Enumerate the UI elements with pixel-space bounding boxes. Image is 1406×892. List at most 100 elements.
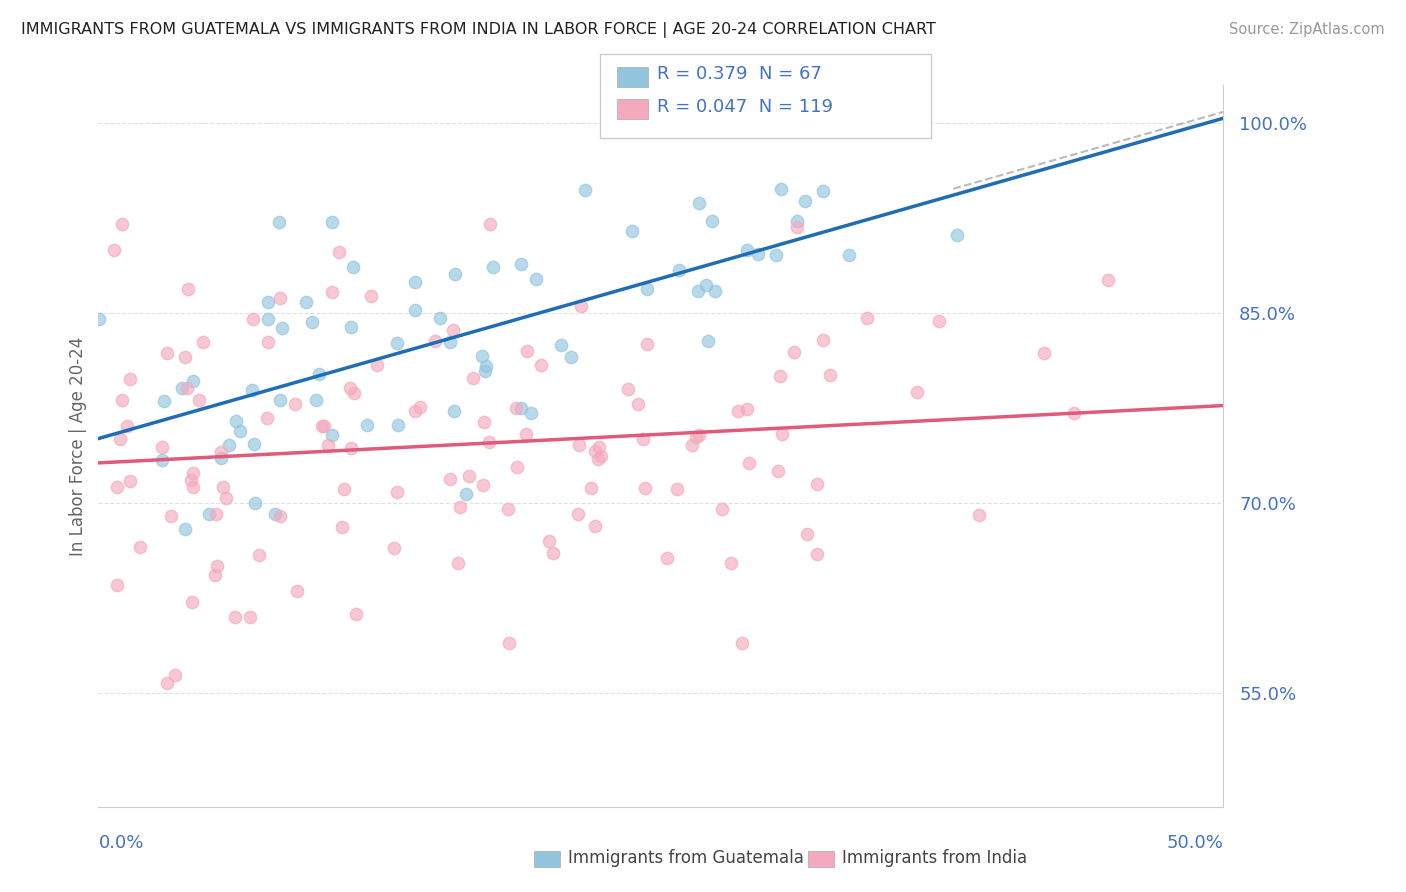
Point — [686, 284, 709, 298]
Point — [366, 358, 388, 372]
Point — [631, 432, 654, 446]
Point — [588, 440, 610, 454]
Point — [813, 334, 835, 348]
Point — [263, 507, 285, 521]
Point — [456, 487, 478, 501]
Point — [267, 215, 290, 229]
Point — [463, 371, 485, 385]
Point — [165, 668, 187, 682]
Point — [176, 381, 198, 395]
Point — [257, 312, 280, 326]
Point — [626, 397, 648, 411]
Point — [332, 482, 354, 496]
Point — [384, 541, 406, 556]
Point — [340, 319, 363, 334]
Point — [330, 520, 353, 534]
Point — [509, 401, 531, 415]
Point — [569, 299, 592, 313]
Point — [472, 477, 495, 491]
Point — [585, 519, 607, 533]
Text: Immigrants from India: Immigrants from India — [842, 849, 1028, 867]
Point — [786, 220, 808, 235]
Text: Immigrants from Guatemala: Immigrants from Guatemala — [568, 849, 804, 867]
Point — [579, 481, 602, 495]
Point — [441, 322, 464, 336]
Point — [520, 405, 543, 419]
Point — [967, 508, 990, 523]
Point — [634, 481, 657, 495]
Point — [818, 368, 841, 383]
Point — [471, 349, 494, 363]
Point — [205, 559, 228, 574]
Point — [478, 217, 501, 231]
Point — [218, 437, 240, 451]
Point — [160, 508, 183, 523]
Point — [115, 419, 138, 434]
Point — [475, 359, 498, 374]
Point — [688, 427, 710, 442]
Point — [129, 540, 152, 554]
Point — [103, 244, 125, 258]
Point — [568, 438, 591, 452]
Point — [796, 527, 818, 541]
Point — [586, 452, 609, 467]
Point — [269, 509, 291, 524]
Point — [524, 271, 547, 285]
Point — [243, 496, 266, 510]
Point — [215, 491, 238, 505]
Point — [387, 417, 409, 432]
Point — [768, 464, 790, 478]
Point — [110, 217, 132, 231]
Point — [204, 568, 226, 582]
Point — [769, 369, 792, 384]
Point — [173, 351, 195, 365]
Point — [617, 382, 640, 396]
Point — [172, 381, 194, 395]
Point — [404, 303, 426, 318]
Point — [737, 243, 759, 257]
Point — [256, 294, 278, 309]
Point — [567, 508, 589, 522]
Point — [496, 502, 519, 516]
Point — [311, 419, 333, 434]
Point — [443, 403, 465, 417]
Point — [180, 473, 202, 487]
Point — [439, 334, 461, 349]
Point — [181, 595, 204, 609]
Point — [457, 469, 479, 483]
Point — [89, 312, 111, 326]
Point — [181, 375, 204, 389]
Point — [343, 385, 366, 400]
Point — [770, 427, 793, 442]
Point — [243, 437, 266, 451]
Point — [340, 442, 363, 456]
Point — [731, 636, 754, 650]
Point — [174, 522, 197, 536]
Point — [108, 433, 131, 447]
Point — [550, 338, 572, 352]
Point — [111, 392, 134, 407]
Point — [339, 381, 361, 395]
Point — [482, 260, 505, 274]
Point — [187, 392, 209, 407]
Point — [198, 507, 221, 521]
Point — [150, 440, 173, 454]
Point — [505, 401, 527, 416]
Point — [224, 610, 246, 624]
Point — [118, 474, 141, 488]
Point — [256, 410, 278, 425]
Point — [700, 213, 723, 227]
Point — [344, 607, 367, 622]
Point — [636, 282, 658, 296]
Point — [271, 320, 294, 334]
Point — [242, 312, 264, 326]
Point — [472, 415, 495, 429]
Point — [695, 277, 717, 292]
Point — [209, 450, 232, 465]
Point — [229, 424, 252, 438]
Point — [946, 228, 969, 243]
Point — [321, 285, 343, 299]
Point — [360, 289, 382, 303]
Point — [811, 184, 834, 198]
Point — [209, 444, 232, 458]
